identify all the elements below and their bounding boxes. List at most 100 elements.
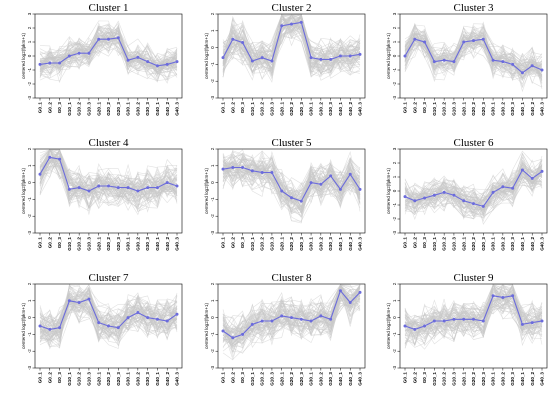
gene-profiles-band: [39, 283, 178, 350]
mean-profile-point: [329, 317, 333, 321]
y-tick-label: 2: [392, 282, 397, 285]
x-tick-label: G20_2: [471, 237, 476, 251]
mean-profile-point: [221, 167, 225, 171]
mean-profile-point: [423, 40, 427, 44]
mean-profile-point: [116, 186, 120, 190]
panel-title: Cluster 3: [453, 2, 494, 14]
mean-profile-point: [299, 20, 303, 24]
x-tick-label: G20_1: [461, 102, 466, 116]
x-tick-label: G40_2: [530, 237, 535, 251]
y-tick-label: -1: [392, 332, 397, 337]
x-tick-label: G40_2: [165, 237, 170, 251]
x-tick-label: G40_1: [338, 102, 343, 116]
mean-profile-point: [48, 155, 52, 159]
x-tick-label: G40_2: [165, 372, 170, 386]
y-axis-label: centered log2(fpkm+1): [21, 302, 26, 349]
gene-profiles-band: [404, 283, 543, 350]
x-tick-label: G20_3: [481, 102, 486, 116]
x-tick-label: G0_3: [422, 102, 427, 114]
mean-profile-point: [348, 300, 352, 304]
x-tick-label: G30_2: [500, 102, 505, 116]
x-tick-label: G10_3: [270, 372, 275, 386]
x-tick-label: G0_1: [403, 237, 408, 249]
y-tick-label: 0: [210, 181, 215, 184]
mean-profile-point: [116, 36, 120, 40]
x-tick-label: G20_1: [279, 237, 284, 251]
mean-profile-point: [77, 300, 81, 304]
mean-profile-point: [348, 54, 352, 58]
x-tick-label: G0_2: [47, 102, 52, 114]
y-tick-label: 1: [210, 164, 215, 167]
x-tick-label: G20_2: [106, 102, 111, 116]
x-tick-label: G30_1: [309, 372, 314, 386]
y-axis-label: centered log2(fpkm+1): [204, 302, 209, 349]
x-tick-label: G0_1: [403, 372, 408, 384]
x-tick-label: G0_3: [57, 372, 62, 384]
x-tick-label: G10_1: [250, 372, 255, 386]
y-axis-label: centered log2(fpkm+1): [204, 167, 209, 214]
mean-profile-point: [97, 37, 101, 41]
x-tick-label: G40_3: [358, 237, 363, 251]
mean-profile-point: [491, 190, 495, 194]
y-tick-label: -1: [392, 203, 397, 208]
x-tick-label: G10_1: [250, 102, 255, 116]
y-tick-label: -1: [210, 332, 215, 337]
mean-profile-point: [338, 289, 342, 293]
y-tick-label: 0: [392, 189, 397, 192]
x-tick-label: G0_1: [38, 102, 43, 114]
x-tick-label: G40_2: [348, 372, 353, 386]
x-tick-label: G30_3: [145, 102, 150, 116]
mean-profile-point: [309, 181, 313, 185]
mean-profile-point: [540, 68, 544, 72]
x-tick-label: G20_3: [299, 102, 304, 116]
mean-profile-point: [38, 324, 42, 328]
mean-profile-point: [241, 332, 245, 336]
y-tick-label: 1: [210, 299, 215, 302]
mean-profile-point: [250, 322, 254, 326]
cluster-panel-7: Cluster 7 -3 -2 -1 0 1 2 centered log2(fpkm+1) G…: [21, 272, 183, 386]
x-tick-label: G10_2: [77, 102, 82, 116]
x-tick-label: G30_2: [135, 372, 140, 386]
mean-profile-point: [175, 312, 179, 316]
x-tick-label: G40_3: [540, 372, 545, 386]
mean-profile-point: [530, 321, 534, 325]
mean-profile-point: [540, 319, 544, 323]
x-tick-label: G40_1: [155, 102, 160, 116]
mean-profile-point: [146, 186, 150, 190]
x-tick-label: G30_2: [135, 237, 140, 251]
gene-profiles-band: [39, 20, 178, 84]
mean-profile-point: [319, 314, 323, 318]
y-tick-label: -1: [210, 62, 215, 67]
x-tick-label: G0_2: [47, 372, 52, 384]
x-tick-label: G0_1: [38, 372, 43, 384]
y-tick-label: -3: [27, 366, 32, 371]
mean-profile-point: [511, 294, 515, 298]
mean-profile-point: [146, 60, 150, 64]
mean-profile-point: [77, 186, 81, 190]
x-tick-label: G10_3: [270, 102, 275, 116]
x-tick-label: G30_1: [491, 237, 496, 251]
mean-profile-point: [413, 199, 417, 203]
panel-title: Cluster 1: [88, 2, 128, 14]
x-tick-label: G30_1: [126, 102, 131, 116]
mean-profile-point: [290, 316, 293, 320]
y-tick-label: -2: [392, 217, 397, 222]
mean-profile-point: [511, 62, 515, 66]
x-tick-label: G10_3: [87, 372, 92, 386]
mean-profile-point: [442, 58, 446, 62]
mean-profile-point: [442, 190, 446, 194]
x-tick-label: G0_2: [230, 372, 235, 384]
y-tick-label: -3: [210, 366, 215, 371]
y-tick-label: -2: [210, 214, 215, 219]
mean-profile-point: [155, 186, 159, 190]
y-axis-label: centered log2(fpkm+1): [386, 167, 391, 214]
y-axis-label: centered log2(fpkm+1): [386, 32, 391, 79]
x-tick-label: G10_1: [67, 237, 72, 251]
x-tick-label: G30_3: [328, 237, 333, 251]
cluster-panel-5: Cluster 5 -3 -2 -1 0 1 2 centered log2(fpkm+1) G…: [204, 137, 366, 251]
mean-profile-point: [58, 157, 62, 161]
y-tick-label: 0: [210, 316, 215, 319]
x-tick-label: G20_1: [461, 372, 466, 386]
y-tick-label: -3: [392, 366, 397, 371]
mean-profile-point: [403, 54, 407, 58]
